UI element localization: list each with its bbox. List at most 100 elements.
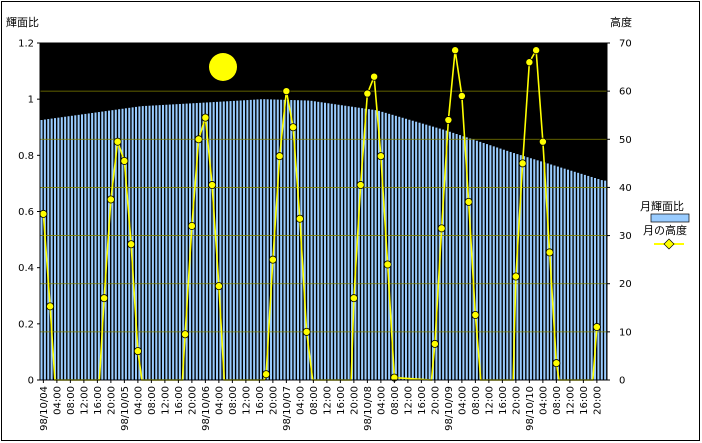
phase-bar: [381, 111, 384, 381]
x-tick-label: 98/10/07: [282, 386, 293, 431]
phase-bar: [513, 153, 516, 380]
phase-bar: [124, 108, 127, 380]
y-left-tick-label: 0: [28, 376, 34, 387]
phase-bar: [580, 173, 583, 380]
phase-bar: [408, 119, 411, 381]
phase-bar: [108, 110, 111, 380]
x-tick-label: 12:00: [484, 386, 495, 415]
phase-bar: [344, 105, 347, 380]
altitude-marker: [437, 224, 446, 233]
phase-bar: [577, 172, 580, 380]
x-axis-ticks: 98/10/04 04:00 08:00 12:00 16:00 20:00 98/10/0…: [39, 380, 603, 431]
x-tick-label: 16:00: [579, 386, 590, 415]
phase-bar: [374, 110, 377, 381]
legend: 月輝面比 月の高度: [640, 200, 690, 250]
phase-bar: [70, 115, 73, 380]
phase-bar: [155, 105, 158, 380]
altitude-marker: [545, 248, 554, 257]
altitude-marker: [275, 152, 284, 161]
phase-bar: [418, 122, 421, 380]
phase-bar: [236, 100, 239, 381]
phase-bar: [337, 104, 340, 380]
phase-bar: [286, 99, 289, 381]
y-right-tick-label: 30: [619, 231, 632, 242]
phase-bar: [74, 115, 77, 380]
x-tick-label: 16:00: [174, 386, 185, 415]
altitude-marker: [363, 89, 372, 98]
phase-bar: [182, 103, 185, 380]
phase-bar: [259, 99, 262, 381]
phase-bar: [496, 147, 499, 380]
legend-line-label: 月の高度: [643, 223, 687, 237]
phase-bar: [270, 99, 273, 381]
legend-bar-label: 月輝面比: [640, 200, 684, 213]
x-tick-label: 04:00: [376, 386, 387, 415]
altitude-marker: [120, 156, 129, 165]
phase-bar: [509, 151, 512, 380]
phase-bar: [330, 103, 333, 381]
phase-bar: [546, 163, 549, 380]
phase-bar: [205, 102, 208, 380]
phase-bar: [604, 180, 607, 380]
y-left-tick-label: 0.2: [18, 319, 34, 330]
altitude-marker: [127, 240, 136, 249]
phase-bar: [290, 100, 293, 381]
x-tick-label: 04:00: [133, 386, 144, 415]
altitude-marker: [295, 214, 304, 223]
y-right-tick-label: 50: [619, 135, 632, 146]
phase-bar: [145, 105, 148, 381]
altitude-marker: [592, 323, 601, 332]
x-tick-label: 20:00: [592, 386, 603, 415]
phase-bar: [81, 114, 84, 380]
x-tick-label: 08:00: [228, 386, 239, 415]
phase-bar: [148, 105, 151, 381]
phase-bar: [57, 117, 60, 381]
phase-bar: [347, 106, 350, 380]
x-tick-label: 20:00: [511, 386, 522, 415]
phase-bar: [97, 112, 100, 380]
x-tick-label: 12:00: [160, 386, 171, 415]
phase-bar: [445, 130, 448, 380]
x-tick-label: 98/10/04: [39, 386, 50, 431]
plot-area: [40, 43, 607, 380]
phase-bar: [367, 109, 370, 381]
x-tick-label: 08:00: [552, 386, 563, 415]
phase-bar: [87, 113, 90, 380]
phase-bar: [573, 171, 576, 380]
phase-bar: [361, 108, 364, 380]
altitude-marker: [511, 272, 520, 281]
phase-bar: [195, 103, 198, 380]
phase-bar: [556, 166, 559, 380]
phase-bar: [101, 111, 104, 380]
phase-bar: [425, 124, 428, 381]
y-left-tick-label: 1.2: [18, 39, 34, 50]
phase-bar: [583, 174, 586, 380]
phase-bar: [351, 106, 354, 381]
phase-bar: [388, 113, 391, 380]
phase-bar: [492, 146, 495, 380]
phase-bar: [249, 99, 252, 381]
phase-bar: [354, 107, 357, 381]
phase-bar: [479, 141, 482, 380]
y-right-tick-label: 60: [619, 87, 632, 98]
phase-bar: [141, 106, 144, 380]
y-right-tick-label: 10: [619, 327, 632, 338]
phase-bar: [516, 154, 519, 380]
phase-bar: [246, 100, 249, 380]
x-tick-label: 12:00: [322, 386, 333, 415]
phase-bar: [428, 125, 431, 380]
phase-bar: [165, 104, 168, 380]
phase-bar: [459, 135, 462, 380]
x-tick-label: 20:00: [349, 386, 360, 415]
phase-bar: [297, 100, 300, 380]
phase-bar: [60, 117, 63, 380]
x-tick-label: 08:00: [147, 386, 158, 415]
x-tick-label: 04:00: [214, 386, 225, 415]
phase-bar: [570, 170, 573, 380]
x-tick-label: 16:00: [255, 386, 266, 415]
x-tick-label: 12:00: [403, 386, 414, 415]
x-tick-label: 04:00: [457, 386, 468, 415]
phase-bar: [178, 103, 181, 381]
x-tick-label: 08:00: [471, 386, 482, 415]
